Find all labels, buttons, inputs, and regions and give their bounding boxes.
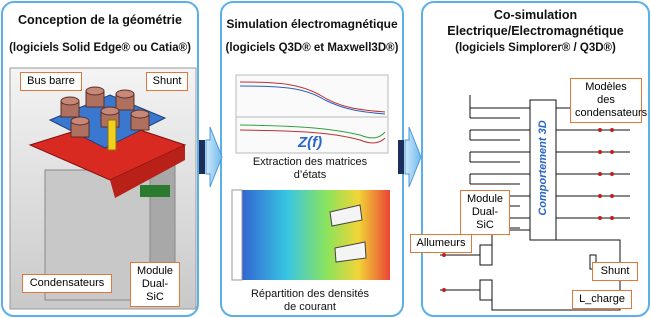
label: L_charge (572, 290, 632, 309)
label: Bus barre (20, 72, 82, 91)
heatmap (232, 190, 390, 280)
node (598, 172, 602, 176)
switch (480, 280, 492, 300)
panel-title: Simulation électromagnétique (222, 16, 402, 32)
caption: Répartition des densités de courant (245, 288, 375, 314)
panel-subtitle: (logiciels Q3D® et Maxwell3D®) (222, 40, 402, 56)
label: Module Dual-SiC (460, 190, 510, 235)
shunt (108, 120, 116, 150)
label: Condensateurs (22, 274, 112, 293)
caption: Extraction des matrices d’états (245, 156, 375, 182)
panel-subtitle: (logiciels Solid Edge® ou Catia®) (4, 40, 196, 56)
capacitor-top (71, 117, 89, 125)
arrow-base (199, 140, 205, 174)
node (442, 288, 446, 292)
capacitor-top (61, 97, 79, 105)
node (598, 216, 602, 220)
arrow (405, 127, 421, 187)
plot-label: Z(f) (298, 134, 322, 151)
node (598, 128, 602, 132)
node (610, 216, 614, 220)
label: Shunt (592, 262, 638, 281)
capacitor-top (101, 107, 119, 115)
node (610, 172, 614, 176)
node (598, 150, 602, 154)
panel-subtitle: Electrique/Electromagnétique (424, 23, 647, 39)
color-legend (232, 190, 242, 280)
label: Shunt (146, 72, 188, 91)
arrow-base (398, 140, 404, 174)
panel-title: Co-simulation (424, 7, 647, 23)
switch (480, 245, 492, 265)
node (610, 150, 614, 154)
panel-subtitle: (logiciels Simplorer® / Q3D®) (424, 40, 647, 56)
diagram: Conception de la géométrie (logiciels So… (0, 0, 651, 318)
label: Modèles des condensateurs (570, 78, 642, 123)
capacitor-top (116, 90, 134, 98)
node (610, 128, 614, 132)
module (140, 185, 170, 197)
label: Module Dual-SiC (130, 262, 180, 307)
node (610, 194, 614, 198)
arrow (206, 127, 222, 187)
label: Allumeurs (410, 234, 472, 253)
block-label: Comportement 3D (537, 118, 549, 218)
capacitor-top (131, 110, 149, 118)
node (598, 194, 602, 198)
node (442, 253, 446, 257)
capacitor-top (86, 87, 104, 95)
panel-title: Conception de la géométrie (4, 12, 196, 28)
